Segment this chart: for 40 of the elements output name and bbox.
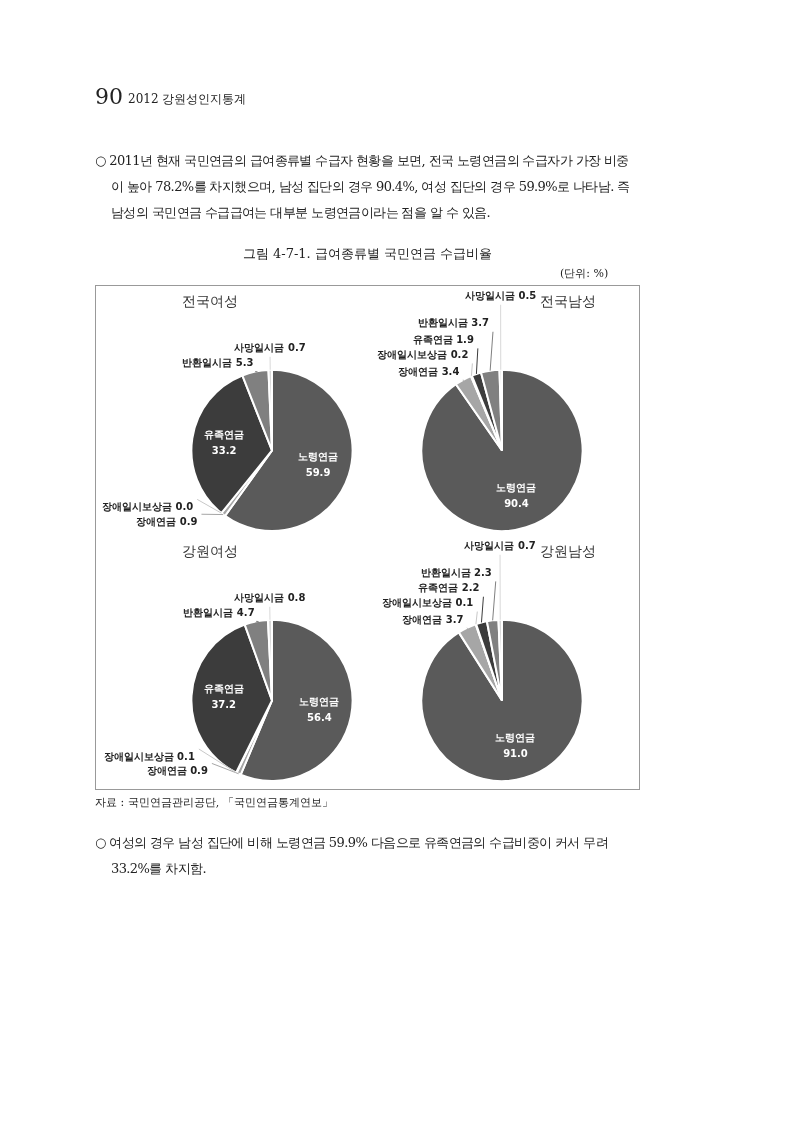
slice-label: 장애일시보상금 0.2 xyxy=(377,349,469,361)
slice-label: 노령연금 xyxy=(495,732,536,744)
slice-label: 장애일시보상금 0.1 xyxy=(382,597,474,609)
data-label: 37.2 xyxy=(211,699,237,711)
slice-label: 장애연금 0.9 xyxy=(146,765,208,777)
data-label: 56.4 xyxy=(307,711,332,723)
data-label: 59.9 xyxy=(305,466,331,478)
slice-label: 노령연금 xyxy=(298,450,339,462)
text: ○ 2011년 현재 국민연금의 급여종류별 수급자 현황을 보면, 전국 노령연금의 수급자가 가장 비중이 높아 78.2%를 차지했으며, 남성 집단의 경우 90.4%, 여성 집단의 경우 59.9%로 나타남. 즉 남성의 국민연금 수급급여는 대부분 노령연금이라는 점을 알 수 있음. xyxy=(95,152,631,222)
chart-title: 강원여성 xyxy=(182,543,238,560)
slice-label: 사망일시금 0.5 xyxy=(465,290,537,302)
slice-label: 반환일시금 3.7 xyxy=(417,317,490,329)
slice-label: 장애연금 3.7 xyxy=(402,614,464,626)
slice-label: 장애일시보상금 0.1 xyxy=(103,750,195,762)
legend-label: 장애일시보상금 0.0 xyxy=(101,500,194,512)
slice-label: 장애연금 3.4 xyxy=(398,366,460,378)
text: 자료 : 국민연금관리공단, 「국민연금통계연보」 xyxy=(95,795,333,810)
text: (단위: %) xyxy=(560,266,609,281)
slice-label: 반환일시금 5.3 xyxy=(182,357,254,369)
data-label: 91.0 xyxy=(503,748,528,760)
data-label: 90.4 xyxy=(504,498,529,510)
chart-title: 전국여성 xyxy=(182,293,238,310)
slice-label: 노령연금 xyxy=(496,482,537,494)
text: ○ 여성의 경우 남성 집단에 비해 노령연금 59.9% 다음으로 유족연금의 수급비중이 커서 무려 33.2%를 차지함. xyxy=(95,834,610,878)
slice-label: 반환일시금 4.7 xyxy=(183,607,255,619)
slice-label: 노령연금 xyxy=(299,695,340,707)
slice-label: 사망일시금 0.7 xyxy=(464,540,536,552)
text: 2012 강원성인지통계 xyxy=(128,91,247,108)
slice-label: 유족연금 xyxy=(204,428,245,440)
slice-label: 유족연금 2.2 xyxy=(418,582,480,594)
slice-label: 사망일시금 0.7 xyxy=(234,342,306,354)
slice-label: 유족연금 xyxy=(203,683,244,695)
chart-title: 강원남성 xyxy=(540,543,596,560)
slice-label: 유족연금 1.9 xyxy=(412,333,474,345)
chart-title: 전국남성 xyxy=(540,293,596,310)
slice-label: 반환일시금 2.3 xyxy=(420,566,492,578)
slice-label: 장애연금 0.9 xyxy=(136,515,198,527)
text: 90 xyxy=(95,84,123,109)
slice-label: 사망일시금 0.8 xyxy=(234,592,306,604)
text: 그림 4-7-1. 급여종류별 국민연금 수급비율 xyxy=(241,245,494,263)
